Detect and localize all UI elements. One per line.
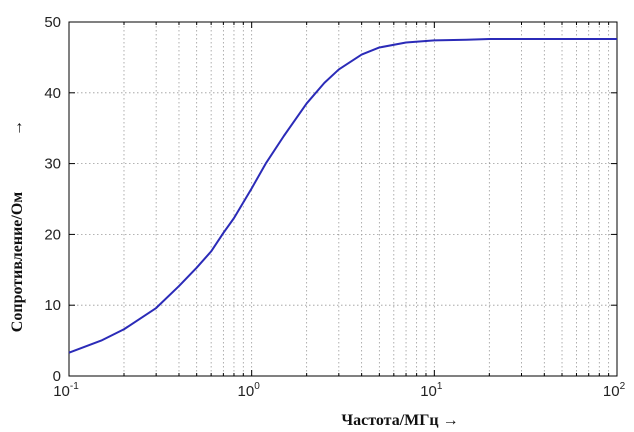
y-tick-label: 40 bbox=[44, 85, 61, 102]
y-tick-label: 30 bbox=[44, 156, 61, 173]
x-tick-label: 100 bbox=[238, 381, 261, 400]
y-tick-label: 20 bbox=[44, 226, 61, 243]
y-axis-arrow: → bbox=[9, 120, 26, 136]
series-line bbox=[68, 37, 617, 354]
x-tick-label: 102 bbox=[603, 381, 626, 400]
x-tick-base: 10 bbox=[420, 383, 437, 400]
plot-frame bbox=[68, 21, 618, 377]
y-tick-label: 50 bbox=[44, 14, 61, 31]
tick-marks bbox=[69, 21, 617, 377]
series-layer bbox=[68, 37, 617, 354]
x-tick-exponent: 0 bbox=[254, 381, 260, 392]
x-tick-exponent: 1 bbox=[437, 381, 443, 392]
x-tick-base: 10 bbox=[53, 383, 70, 400]
x-tick-label: 101 bbox=[420, 381, 443, 400]
grid bbox=[69, 22, 617, 376]
x-tick-label: 10-1 bbox=[53, 381, 79, 400]
x-tick-labels: 10-1 100 101 102 bbox=[53, 381, 625, 400]
y-tick-label: 10 bbox=[44, 297, 61, 314]
x-tick-exponent: 2 bbox=[620, 381, 626, 392]
x-tick-base: 10 bbox=[238, 383, 255, 400]
x-axis-title: Частота/МГц → bbox=[341, 412, 458, 429]
y-axis-title: Сопротивление/Ом bbox=[9, 192, 26, 332]
x-tick-exponent: -1 bbox=[70, 381, 79, 392]
y-tick-labels: 0 10 20 30 40 50 bbox=[44, 14, 61, 385]
y-tick-label: 0 bbox=[53, 368, 61, 385]
x-tick-base: 10 bbox=[603, 383, 620, 400]
